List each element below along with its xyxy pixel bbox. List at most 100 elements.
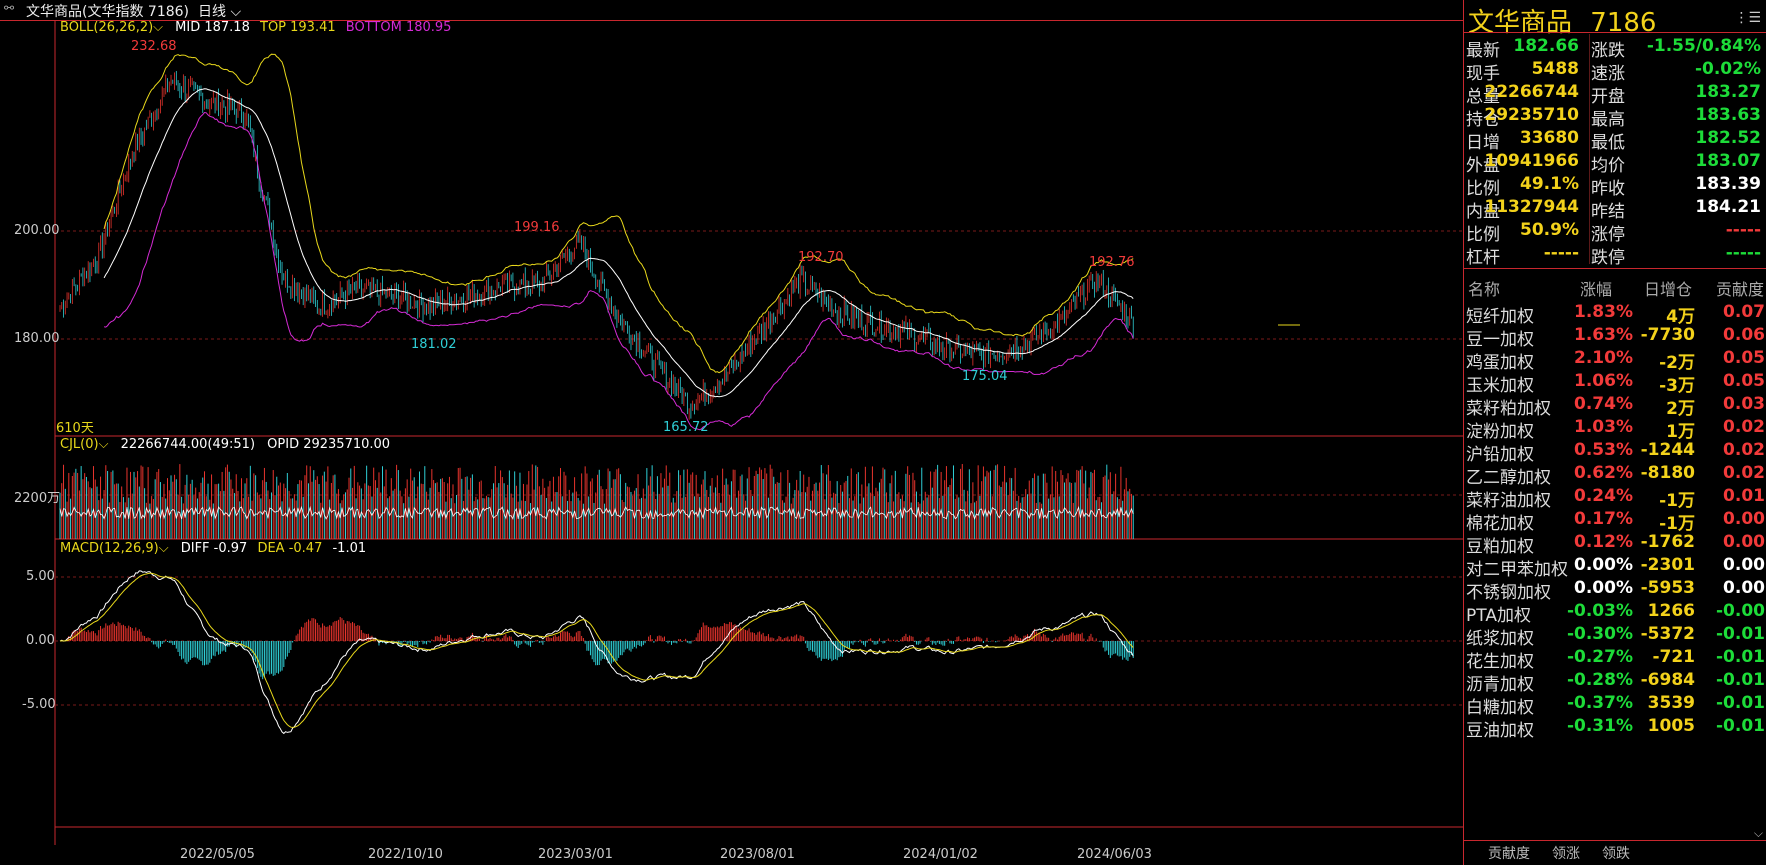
list-item[interactable]: 棉花加权 0.17% -1万 0.00 — [1464, 507, 1766, 534]
y-tick-label: 180.00 — [14, 331, 60, 346]
list-item[interactable]: 豆粕加权 0.12% -1762 0.00 — [1464, 530, 1766, 557]
chart-canvas[interactable] — [0, 20, 1463, 845]
quote-label: 现手 — [1466, 64, 1500, 84]
volume-name[interactable]: CJL(0) — [60, 437, 99, 452]
column-header-change[interactable]: 涨幅 — [1580, 280, 1613, 299]
contribution-value: -0.01 — [1716, 647, 1765, 667]
quote-label: 最低 — [1591, 133, 1625, 153]
macd-series — [59, 570, 1134, 735]
oi-increase-value: -721 — [1652, 647, 1695, 667]
boll-top-line — [103, 53, 1134, 374]
kline-chart-area[interactable]: BOLL(26,26,2)⌵ MID 187.18 TOP 193.41 BOT… — [0, 20, 1463, 845]
list-item[interactable]: 沪铅加权 0.53% -1244 0.02 — [1464, 438, 1766, 465]
list-item[interactable]: 乙二醇加权 0.62% -8180 0.02 — [1464, 461, 1766, 488]
contract-name: 沥青加权 — [1466, 675, 1534, 695]
candlestick-series — [59, 70, 1134, 420]
quote-value: ----- — [1725, 243, 1761, 263]
column-header-oi-increase[interactable]: 日增仓 — [1644, 280, 1693, 299]
contribution-value: 0.00 — [1723, 509, 1765, 529]
quote-value: 182.52 — [1695, 128, 1761, 148]
chevron-down-icon[interactable]: ⌵ — [98, 437, 109, 452]
tab-top-gainers[interactable]: 领涨 — [1552, 846, 1580, 862]
chevron-down-icon: ⌵ — [226, 4, 242, 20]
macd-name[interactable]: MACD(12,26,9) — [60, 541, 159, 556]
quote-value: 183.27 — [1695, 82, 1761, 102]
quote-value: 11327944 — [1484, 197, 1579, 217]
change-value: 1.06% — [1574, 371, 1633, 391]
oi-increase-value: -8180 — [1640, 463, 1695, 483]
link-icon[interactable]: ⚯ — [4, 1, 15, 15]
macd-value: -1.01 — [332, 541, 367, 556]
list-item[interactable]: 豆一加权 1.63% -7730 0.06 — [1464, 323, 1766, 350]
boll-lines — [103, 53, 1134, 431]
list-item[interactable]: 不锈钢加权 0.00% -5953 0.00 — [1464, 576, 1766, 603]
y-tick-label: 2200万 — [14, 491, 61, 506]
quote-label: 日增 — [1466, 133, 1500, 153]
list-item[interactable]: 白糖加权 -0.37% 3539 -0.01 — [1464, 691, 1766, 718]
list-menu-icon[interactable]: ⋮☰ — [1734, 10, 1761, 26]
column-header-contribution[interactable]: 贡献度 — [1716, 280, 1765, 299]
quote-value: 183.39 — [1695, 174, 1761, 194]
list-item[interactable]: 淀粉加权 1.03% 1万 0.02 — [1464, 415, 1766, 442]
list-item[interactable]: 豆油加权 -0.31% 1005 -0.01 — [1464, 714, 1766, 741]
quote-label: 昨收 — [1591, 179, 1625, 199]
oi-increase-value: -1762 — [1640, 532, 1695, 552]
list-item[interactable]: 玉米加权 1.06% -3万 0.05 — [1464, 369, 1766, 396]
quote-value: 5488 — [1531, 59, 1579, 79]
contract-name: 淀粉加权 — [1466, 422, 1534, 442]
contribution-value: 0.02 — [1723, 463, 1765, 483]
volume-legend[interactable]: CJL(0)⌵ 22266744.00(49:51) OPID 29235710… — [60, 437, 390, 452]
boll-legend[interactable]: BOLL(26,26,2)⌵ MID 187.18 TOP 193.41 BOT… — [60, 20, 451, 35]
column-header-name[interactable]: 名称 — [1468, 280, 1501, 299]
macd-dea-line — [59, 572, 1134, 728]
change-value: 0.53% — [1574, 440, 1633, 460]
contract-name: PTA加权 — [1466, 606, 1531, 626]
contract-name: 棉花加权 — [1466, 514, 1534, 534]
quote-label: 昨结 — [1591, 202, 1625, 222]
chevron-down-icon[interactable]: ⌵ — [1753, 826, 1763, 840]
change-value: 0.74% — [1574, 394, 1633, 414]
contribution-value: 0.05 — [1723, 348, 1765, 368]
list-item[interactable]: 对二甲苯加权 0.00% -2301 0.00 — [1464, 553, 1766, 580]
quote-value: 33680 — [1519, 128, 1579, 148]
contribution-value: 0.05 — [1723, 371, 1765, 391]
period-selector[interactable]: 日线 ⌵ — [198, 1, 241, 21]
list-item[interactable]: 花生加权 -0.27% -721 -0.01 — [1464, 645, 1766, 672]
list-item[interactable]: 沥青加权 -0.28% -6984 -0.01 — [1464, 668, 1766, 695]
quote-value: 50.9% — [1520, 220, 1579, 240]
contribution-value: 0.02 — [1723, 440, 1765, 460]
quote-row: 日增 33680 最低 182.52 — [1464, 126, 1766, 153]
contract-name: 乙二醇加权 — [1466, 468, 1551, 488]
list-item[interactable]: 短纤加权 1.83% 4万 0.07 — [1464, 300, 1766, 327]
instrument-code: 7186 — [1590, 8, 1657, 38]
x-tick-label: 2023/08/01 — [720, 847, 795, 862]
boll-name[interactable]: BOLL(26,26,2) — [60, 20, 154, 35]
boll-bottom: BOTTOM 180.95 — [345, 20, 452, 35]
quote-label: 涨跌 — [1591, 41, 1625, 61]
list-item[interactable]: 菜籽粕加权 0.74% 2万 0.03 — [1464, 392, 1766, 419]
macd-legend[interactable]: MACD(12,26,9)⌵ DIFF -0.97 DEA -0.47 -1.0… — [60, 541, 366, 556]
chevron-down-icon[interactable]: ⌵ — [153, 20, 164, 35]
tab-contribution[interactable]: 贡献度 — [1488, 846, 1530, 862]
oi-increase-value: -7730 — [1640, 325, 1695, 345]
oi-increase-value: -2万 — [1659, 353, 1695, 373]
price-annotation: 192.76 — [1089, 255, 1135, 270]
list-item[interactable]: 鸡蛋加权 2.10% -2万 0.05 — [1464, 346, 1766, 373]
list-item[interactable]: 纸浆加权 -0.30% -5372 -0.01 — [1464, 622, 1766, 649]
open-interest-line — [59, 505, 1134, 521]
quote-label: 内盘 — [1466, 202, 1500, 222]
macd-dea: DEA -0.47 — [257, 541, 323, 556]
volume-value: 22266744.00(49:51) — [120, 437, 256, 452]
list-item[interactable]: 菜籽油加权 0.24% -1万 0.01 — [1464, 484, 1766, 511]
contract-name: 菜籽油加权 — [1466, 491, 1551, 511]
y-tick-label: -5.00 — [22, 697, 56, 712]
contract-name: 玉米加权 — [1466, 376, 1534, 396]
contract-name: 豆油加权 — [1466, 721, 1534, 741]
tab-top-losers[interactable]: 领跌 — [1602, 846, 1630, 862]
chevron-down-icon[interactable]: ⌵ — [158, 541, 169, 556]
boll-mid: MID 187.18 — [175, 20, 250, 35]
x-tick-label: 2024/01/02 — [903, 847, 978, 862]
price-annotation: 192.70 — [798, 250, 844, 265]
quote-value: 183.63 — [1695, 105, 1761, 125]
list-item[interactable]: PTA加权 -0.03% 1266 -0.00 — [1464, 599, 1766, 626]
